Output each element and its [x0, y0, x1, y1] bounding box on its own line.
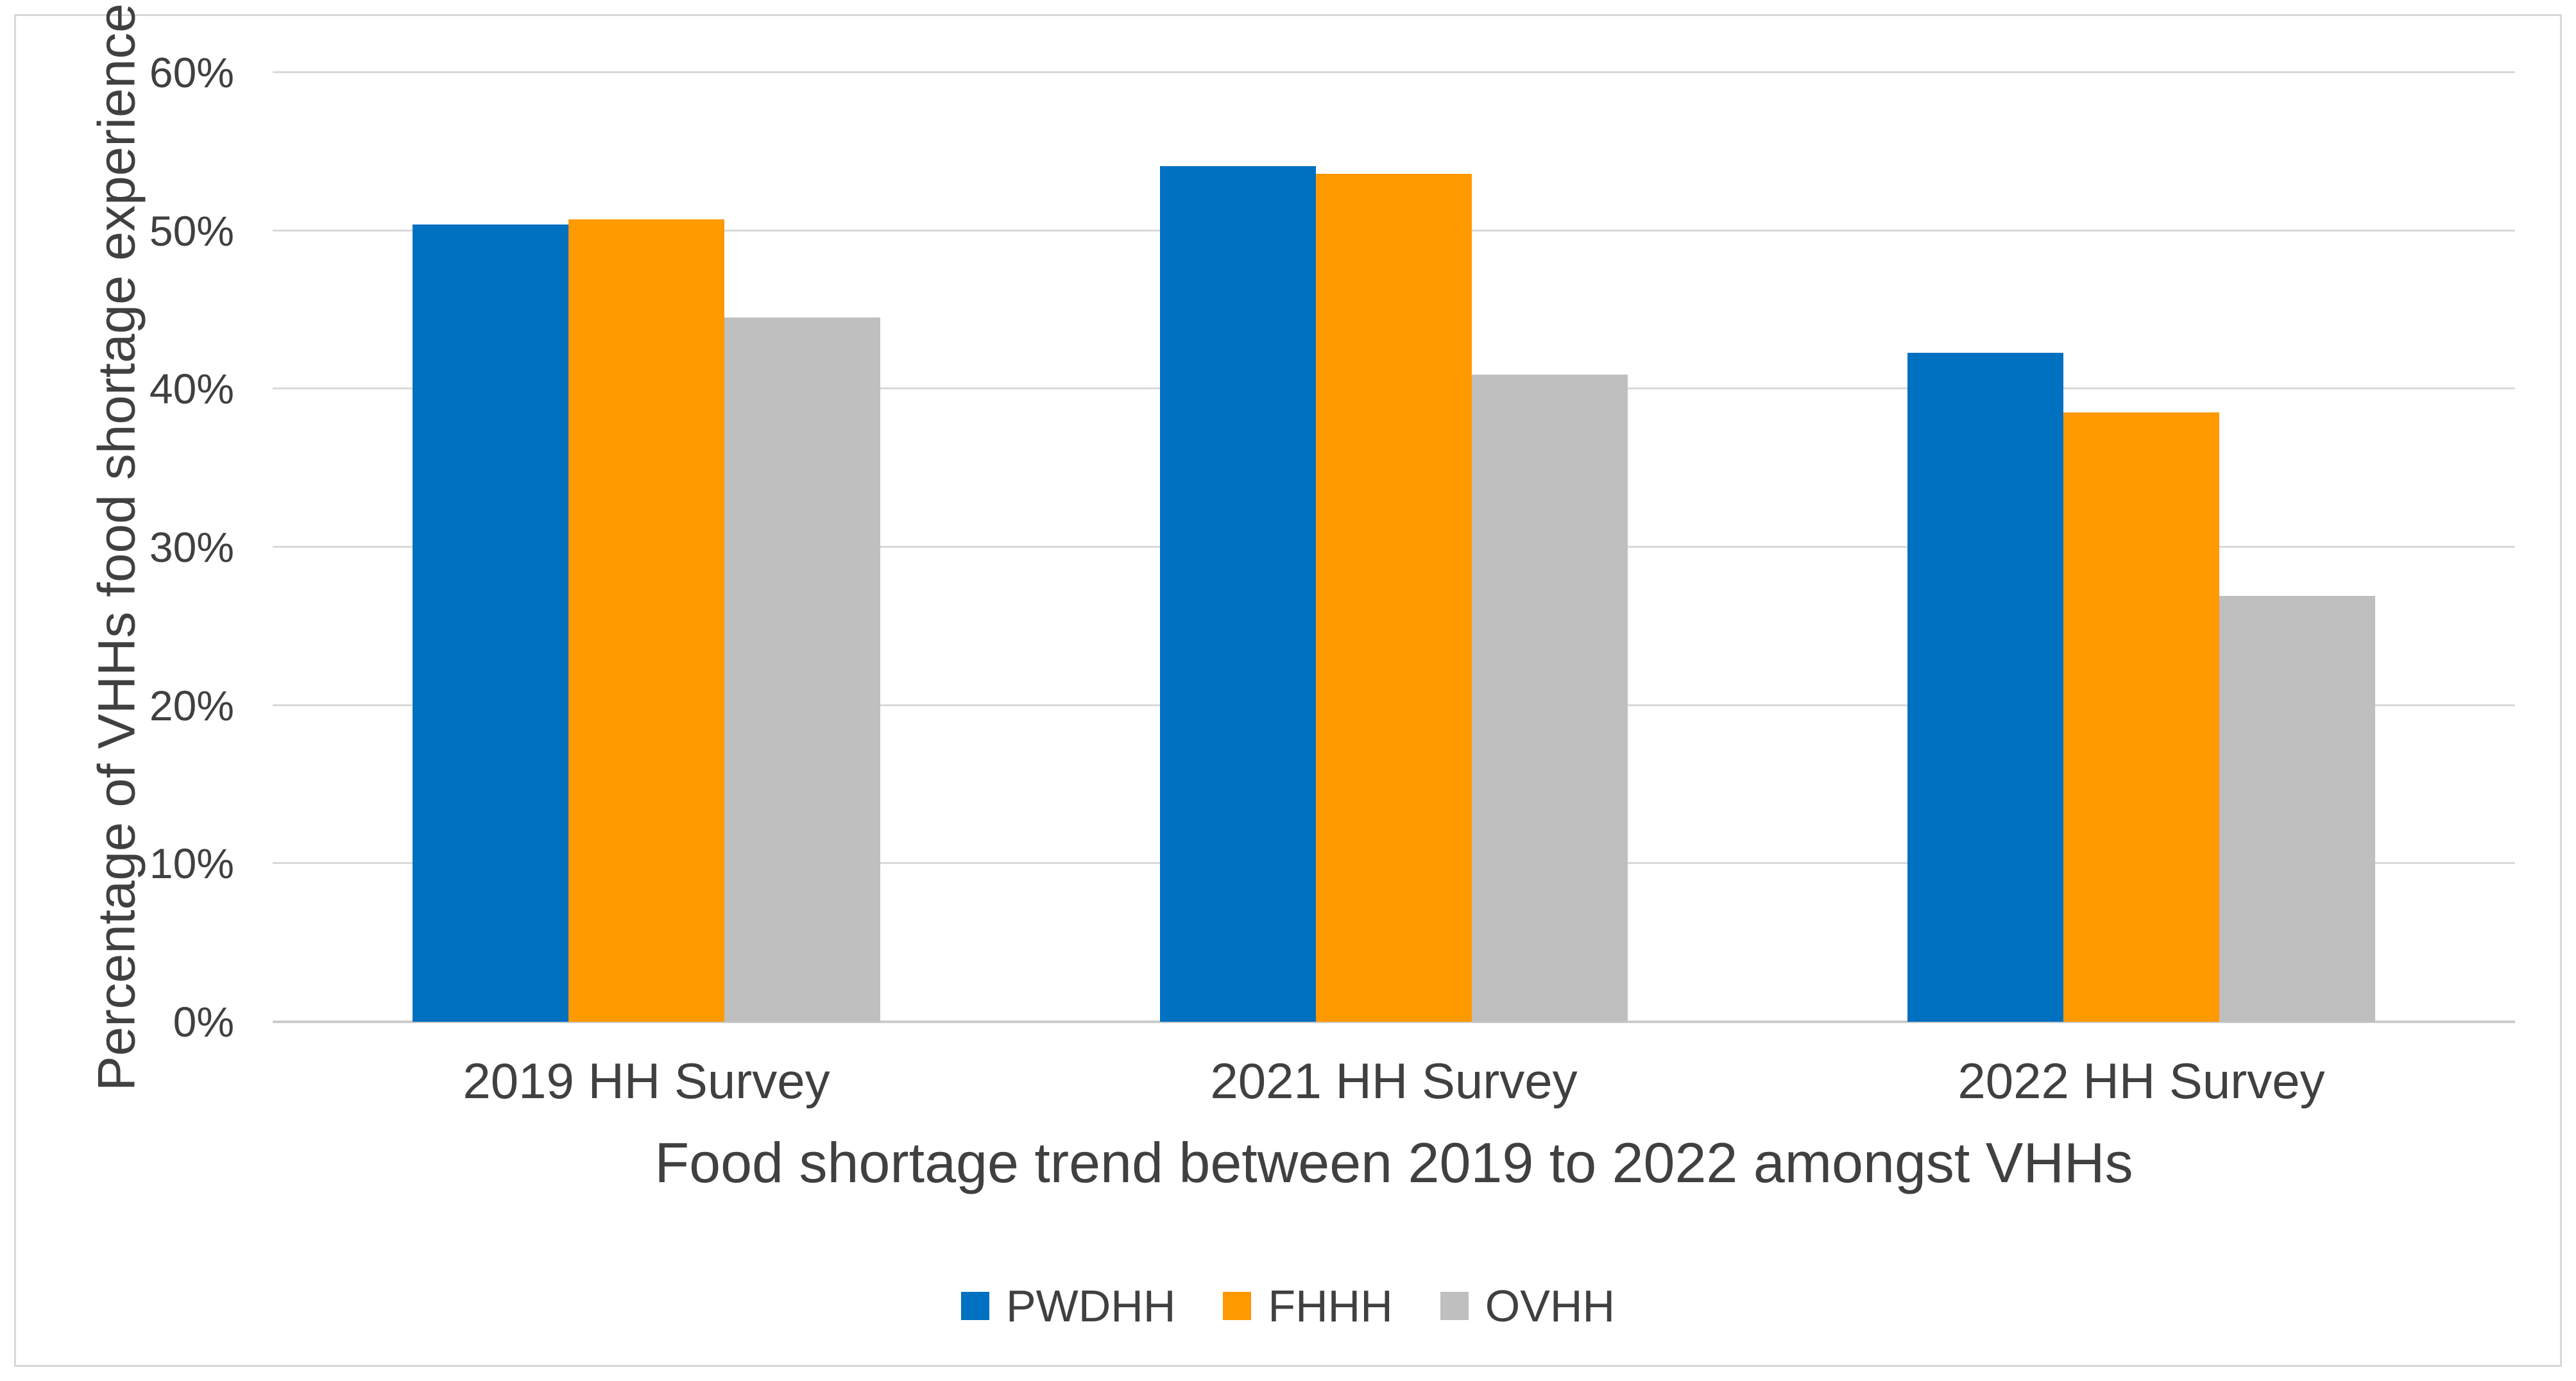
- x-labels: 2019 HH Survey 2021 HH Survey 2022 HH Surv…: [273, 1052, 2515, 1110]
- bar-ovhh: [724, 318, 881, 1022]
- legend-item-fhhh: FHHH: [1223, 1280, 1393, 1332]
- legend-label: PWDHH: [1005, 1281, 1176, 1331]
- bar-group: [1020, 72, 1768, 1022]
- bar-ovhh: [1472, 375, 1628, 1022]
- bar-fhhh: [1315, 173, 1472, 1022]
- bar-cluster: [1907, 72, 2376, 1022]
- y-tick-label: 0%: [173, 998, 234, 1046]
- legend-label: FHHH: [1268, 1281, 1393, 1331]
- bar-cluster: [1159, 72, 1628, 1022]
- legend-swatch-icon: [1223, 1292, 1252, 1320]
- bar-fhhh: [568, 219, 725, 1022]
- bar-pwdhh: [1907, 352, 2063, 1022]
- gridline: [273, 71, 2515, 73]
- x-category-label: 2021 HH Survey: [1210, 1053, 1578, 1109]
- legend-swatch-icon: [1440, 1292, 1469, 1320]
- bar-group: [273, 72, 1020, 1022]
- plot-groups: [273, 72, 2515, 1022]
- bar-group: [1768, 72, 2515, 1022]
- bar-pwdhh: [412, 224, 568, 1022]
- bar-fhhh: [2063, 412, 2220, 1022]
- x-axis-title: Food shortage trend between 2019 to 2022…: [654, 1131, 2133, 1194]
- x-category-label: 2022 HH Survey: [1958, 1053, 2325, 1109]
- bar-ovhh: [2219, 596, 2376, 1022]
- y-tick-label: 50%: [149, 207, 234, 255]
- y-tick-label: 30%: [149, 523, 234, 571]
- x-category-label: 2019 HH Survey: [463, 1053, 830, 1109]
- y-tick-label: 10%: [149, 840, 234, 888]
- legend-label: OVHH: [1485, 1281, 1616, 1331]
- y-tick-label: 40%: [149, 365, 234, 413]
- legend-swatch-icon: [960, 1292, 989, 1320]
- plot-area: [273, 71, 2515, 1023]
- x-axis-line: [273, 1021, 2515, 1023]
- y-tick-label: 20%: [149, 681, 234, 729]
- bar-cluster: [412, 72, 881, 1022]
- legend-item-ovhh: OVHH: [1440, 1280, 1615, 1332]
- y-tick-label: 60%: [149, 49, 234, 96]
- bar-pwdhh: [1159, 165, 1316, 1022]
- legend: PWDHH FHHH OVHH: [0, 1280, 2576, 1332]
- legend-item-pwdhh: PWDHH: [960, 1280, 1176, 1332]
